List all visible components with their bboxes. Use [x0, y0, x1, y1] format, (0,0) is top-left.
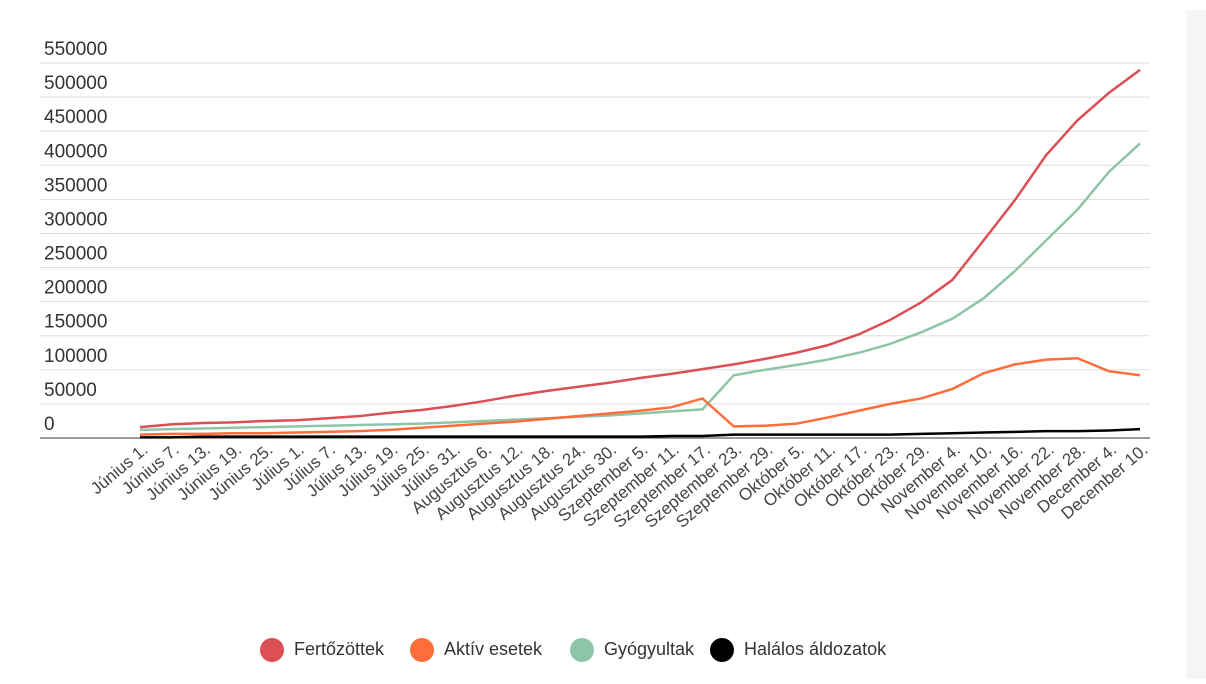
series-line	[140, 427, 1141, 439]
legend-label: Aktív esetek	[444, 639, 543, 659]
y-tick-label: 50000	[44, 380, 97, 401]
y-tick-label: 150000	[44, 312, 107, 333]
y-tick-label: 300000	[44, 209, 107, 230]
y-tick-label: 550000	[44, 39, 107, 60]
y-tick-label: 500000	[44, 73, 107, 94]
legend-label: Gyógyultak	[604, 639, 695, 659]
y-tick-label: 200000	[44, 278, 107, 299]
legend-swatch	[260, 638, 284, 662]
legend-label: Fertőzöttek	[294, 639, 385, 659]
legend-swatch	[710, 638, 734, 662]
y-tick-label: 400000	[44, 141, 107, 162]
series-line	[139, 356, 1141, 436]
y-tick-label: 100000	[44, 346, 107, 367]
legend-swatch	[410, 638, 434, 662]
y-tick-label: 0	[44, 414, 55, 435]
y-tick-label: 250000	[44, 244, 107, 265]
side-strip	[1186, 10, 1206, 679]
series-line	[139, 68, 1141, 429]
y-tick-label: 450000	[44, 107, 107, 128]
legend-swatch	[570, 638, 594, 662]
y-tick-label: 350000	[44, 175, 107, 196]
legend-label: Halálos áldozatok	[744, 639, 887, 659]
series-line	[139, 142, 1141, 432]
